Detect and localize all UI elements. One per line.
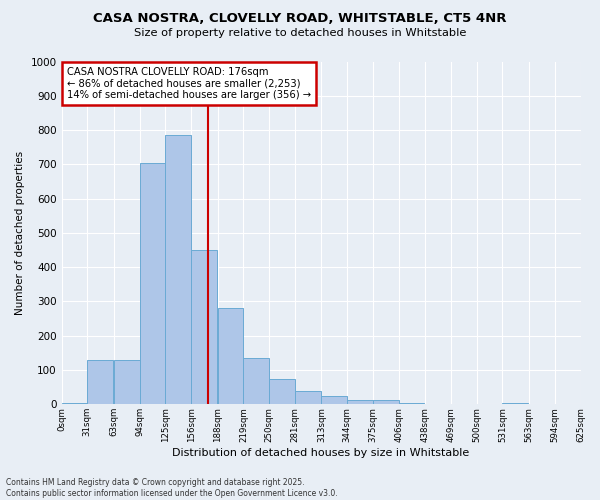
Bar <box>269 380 295 404</box>
Y-axis label: Number of detached properties: Number of detached properties <box>15 151 25 315</box>
Text: Contains HM Land Registry data © Crown copyright and database right 2025.
Contai: Contains HM Land Registry data © Crown c… <box>6 478 338 498</box>
Bar <box>166 135 191 404</box>
Bar <box>140 162 166 404</box>
Text: CASA NOSTRA CLOVELLY ROAD: 176sqm
← 86% of detached houses are smaller (2,253)
1: CASA NOSTRA CLOVELLY ROAD: 176sqm ← 86% … <box>67 67 311 100</box>
Bar <box>114 360 140 405</box>
Bar <box>295 392 320 404</box>
Bar <box>87 360 113 405</box>
X-axis label: Distribution of detached houses by size in Whitstable: Distribution of detached houses by size … <box>172 448 470 458</box>
Text: Size of property relative to detached houses in Whitstable: Size of property relative to detached ho… <box>134 28 466 38</box>
Bar <box>347 400 373 404</box>
Bar <box>191 250 217 404</box>
Bar <box>398 402 424 404</box>
Bar <box>62 402 87 404</box>
Text: CASA NOSTRA, CLOVELLY ROAD, WHITSTABLE, CT5 4NR: CASA NOSTRA, CLOVELLY ROAD, WHITSTABLE, … <box>93 12 507 26</box>
Bar <box>218 308 244 404</box>
Bar <box>502 402 528 404</box>
Bar <box>322 396 347 404</box>
Bar <box>244 358 269 405</box>
Bar <box>373 400 398 404</box>
